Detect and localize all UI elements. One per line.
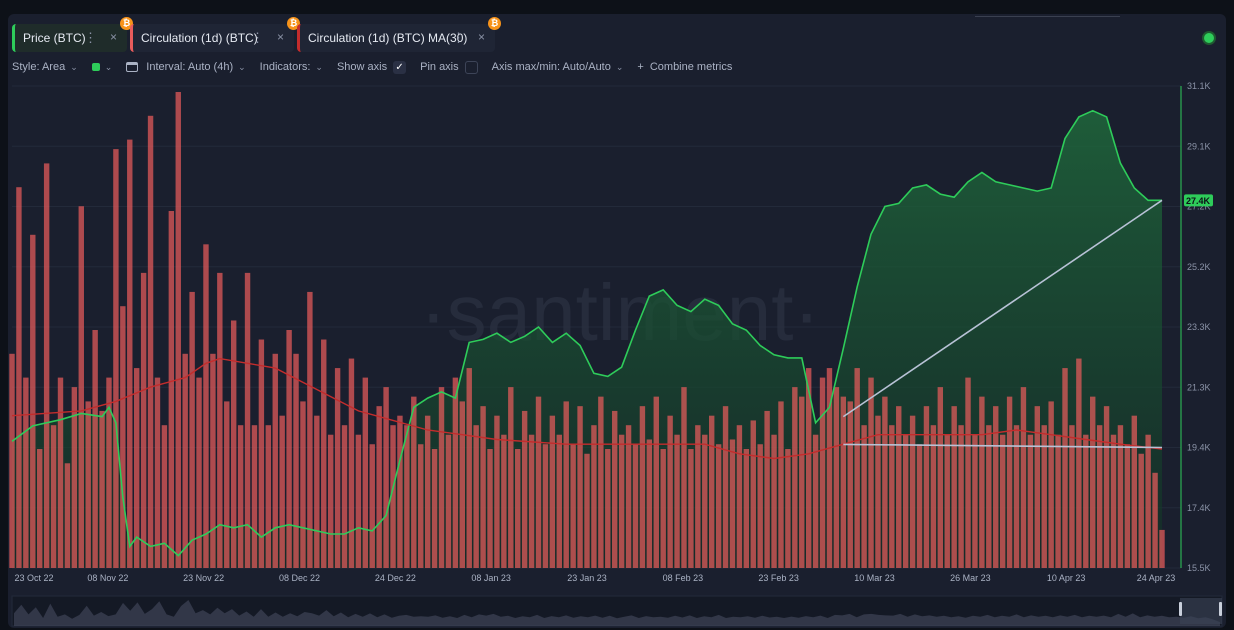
axis-maxmin-dropdown[interactable]: Axis max/min: Auto/Auto ⌄	[492, 61, 624, 73]
style-dropdown[interactable]: Style: Area ⌄	[12, 61, 78, 73]
close-icon[interactable]: ×	[477, 30, 485, 44]
check-icon[interactable]: ✓	[393, 60, 407, 74]
chevron-down-icon: ⌄	[70, 61, 78, 72]
metric-tab-label: Price (BTC)	[23, 31, 86, 45]
axis-maxmin-label: Axis max/min: Auto/Auto	[491, 61, 611, 73]
menu-icon[interactable]: ⋮	[251, 30, 264, 45]
chevron-down-icon: ⌄	[104, 61, 113, 72]
bitcoin-icon: ₿	[287, 17, 300, 30]
combine-metrics-button[interactable]: + Combine metrics	[637, 61, 732, 73]
indicators-label: Indicators:	[259, 61, 311, 73]
metric-tab-circulation-ma[interactable]: Circulation (1d) (BTC) MA(30) ⋮ × ₿	[297, 17, 501, 52]
chart-toolbar: Style: Area ⌄ ⌄ Interval: Auto (4h) ⌄ In…	[12, 60, 746, 74]
interval-label: Interval: Auto (4h)	[146, 61, 234, 73]
show-axis-toggle[interactable]: Show axis ✓	[336, 60, 407, 74]
pin-axis-toggle[interactable]: Pin axis	[420, 60, 478, 74]
chart-panel	[8, 14, 1226, 628]
chevron-down-icon: ⌄	[238, 61, 246, 72]
bitcoin-icon: ₿	[488, 17, 501, 30]
color-dropdown[interactable]: ⌄	[91, 61, 113, 73]
plus-icon: +	[637, 61, 644, 73]
metric-tab-circulation[interactable]: Circulation (1d) (BTC) ⋮ × ₿	[130, 17, 300, 52]
bitcoin-icon: ₿	[120, 17, 133, 30]
metric-tab-label: Circulation (1d) (BTC)	[141, 31, 258, 45]
close-icon[interactable]: ×	[276, 30, 284, 44]
menu-icon[interactable]: ⋮	[452, 30, 465, 45]
indicators-dropdown[interactable]: Indicators: ⌄	[260, 61, 323, 73]
style-label: Style: Area	[12, 61, 66, 73]
chevron-down-icon: ⌄	[315, 61, 323, 72]
metric-tab-label: Circulation (1d) (BTC) MA(30)	[308, 31, 468, 45]
metric-tabs: Price (BTC) ⋮ × ₿ Circulation (1d) (BTC)…	[12, 17, 501, 52]
top-divider	[975, 16, 1120, 17]
chevron-down-icon: ⌄	[615, 61, 624, 72]
pin-axis-label: Pin axis	[420, 61, 459, 73]
metric-tab-price[interactable]: Price (BTC) ⋮ × ₿	[12, 17, 133, 52]
menu-icon[interactable]: ⋮	[84, 30, 97, 45]
combine-label: Combine metrics	[649, 61, 733, 73]
show-axis-label: Show axis	[336, 61, 388, 73]
close-icon[interactable]: ×	[109, 30, 117, 44]
live-status-dot	[1204, 33, 1214, 43]
checkbox-empty[interactable]	[464, 60, 478, 74]
color-swatch	[91, 63, 100, 71]
calendar-icon	[126, 62, 139, 72]
interval-dropdown[interactable]: Interval: Auto (4h) ⌄	[126, 61, 246, 73]
